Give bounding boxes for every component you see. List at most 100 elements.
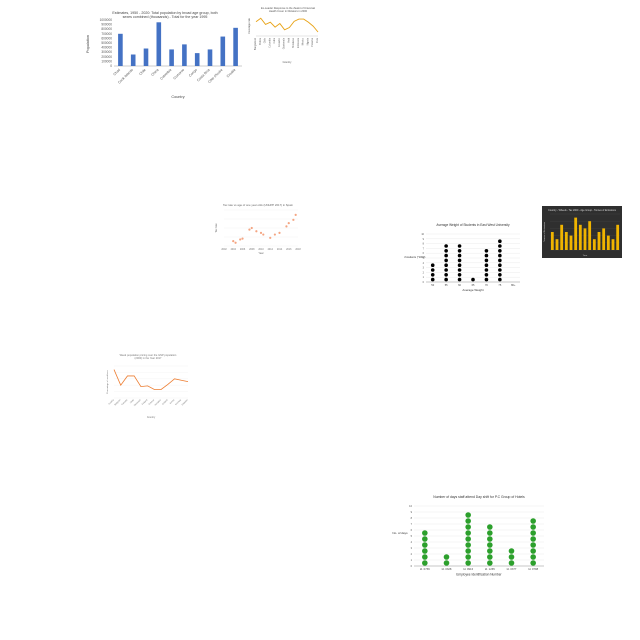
bar xyxy=(560,224,564,250)
y-tick-label: 300000 xyxy=(101,50,112,54)
y-tick-label: 0 xyxy=(423,281,425,284)
x-tick-label: 2014 xyxy=(277,248,283,251)
scatter-point xyxy=(248,228,251,231)
y-tick-label: 200000 xyxy=(101,55,112,59)
y-axis-title: Percentage of workforce xyxy=(106,369,109,393)
dot xyxy=(487,560,493,566)
dot xyxy=(444,273,448,277)
scatter-point xyxy=(232,239,235,243)
y-axis-title: No. of days xyxy=(392,531,408,535)
y-axis-title: Population xyxy=(86,35,90,53)
scatter-point xyxy=(241,237,244,240)
dot xyxy=(457,268,462,272)
dot xyxy=(422,560,428,566)
x-tick-label: Finland xyxy=(142,399,149,406)
chart-title: Number of days staff attend Day shift fo… xyxy=(433,495,525,499)
y-tick-label: 4 xyxy=(423,262,425,265)
y-tick-label: 9 xyxy=(411,510,413,514)
scatter-point xyxy=(234,241,237,244)
scatter-point xyxy=(292,218,295,221)
bar xyxy=(597,232,601,250)
chart-coverage-line: Ex-Leader Response to the Zealot of Univ… xyxy=(246,6,322,66)
dot xyxy=(430,273,435,277)
dot xyxy=(443,554,450,560)
y-tick-label: 6 xyxy=(411,528,413,532)
scatter-point xyxy=(285,225,288,228)
y-axis-title: Tonnes of Emissions xyxy=(544,221,546,242)
bar xyxy=(220,36,226,66)
x-axis-title: Country xyxy=(171,95,184,99)
x-axis-title: Year xyxy=(258,251,263,255)
x-tick-label: Id. 1265 xyxy=(485,567,495,571)
x-tick-label: 2008 xyxy=(249,248,255,251)
x-tick-label: Haiti xyxy=(287,38,290,43)
y-tick-label: 10 xyxy=(409,504,412,508)
y-tick-label: 4 xyxy=(411,540,413,544)
bar xyxy=(194,53,200,66)
bar xyxy=(207,49,213,66)
series-line xyxy=(255,17,319,33)
x-tick-label: Honduras xyxy=(292,37,295,48)
chart-background xyxy=(542,206,622,258)
x-axis-title: Employee Identification Number xyxy=(456,572,502,576)
chart-title: Average Weight of Students in East West … xyxy=(436,223,510,227)
dot xyxy=(498,263,502,267)
chart-title: Country - Wheels - Tax 2000 - Age Group … xyxy=(548,209,617,212)
y-axis-title: Tax rate xyxy=(214,223,218,233)
x-tick-label: 2002 xyxy=(221,248,227,251)
bar xyxy=(574,217,578,250)
dot xyxy=(465,530,471,536)
y-tick-label: 7 xyxy=(411,522,413,526)
dot xyxy=(444,268,448,272)
dot xyxy=(444,258,448,263)
scatter-point xyxy=(294,213,297,217)
x-tick-label: 80+ xyxy=(511,283,516,287)
chart-title: Week population pricing over the GNP pop… xyxy=(120,353,177,360)
y-tick-label: 5 xyxy=(411,534,413,538)
x-tick-label: Id. 0916 xyxy=(463,567,473,571)
dot xyxy=(422,554,428,560)
y-tick-label: 2 xyxy=(423,271,425,274)
dot xyxy=(444,249,448,253)
dot xyxy=(430,277,435,282)
bar xyxy=(550,232,554,250)
dot xyxy=(484,258,489,263)
dot xyxy=(457,244,462,248)
dot xyxy=(530,530,536,536)
x-tick-label: Canada xyxy=(121,399,128,406)
x-tick-label: Bangladesh xyxy=(255,37,257,50)
chart-6-svg: Number of days staff attend Day shift fo… xyxy=(392,495,544,576)
dot xyxy=(422,542,428,548)
dot xyxy=(530,554,536,560)
dot xyxy=(422,548,428,554)
x-tick-label: Korea xyxy=(169,398,176,405)
dot xyxy=(457,273,462,277)
scatter-point xyxy=(255,230,258,233)
scatter-point xyxy=(262,233,265,236)
dot xyxy=(484,253,489,258)
dot xyxy=(443,560,450,566)
dot xyxy=(465,554,471,560)
x-tick-label: Greece xyxy=(148,398,156,406)
x-tick-label: Cuba xyxy=(274,37,276,43)
y-tick-label: 0 xyxy=(110,64,112,68)
dot xyxy=(508,554,515,560)
y-axis-title: Coverage rate xyxy=(248,17,251,33)
chart-title: Tax rate vs age of one year olds (UNHPP … xyxy=(223,203,293,207)
chart-title: Ex-Leader Response to the Zealot of Univ… xyxy=(261,6,315,13)
dot xyxy=(465,548,471,554)
bar xyxy=(592,239,596,250)
chart-4-svg: Country - Wheels - Tax 2000 - Age Group … xyxy=(542,206,622,258)
y-tick-label: 1 xyxy=(411,558,413,562)
dot xyxy=(422,536,428,542)
scatter-point xyxy=(278,231,281,235)
x-tick-label: 2018 xyxy=(295,248,301,251)
x-tick-label: 2016 xyxy=(286,248,292,251)
dot xyxy=(498,253,502,258)
y-tick-label: 2 xyxy=(411,552,413,556)
y-tick-label: 500000 xyxy=(101,41,112,45)
chart-title: Estimates, 1950 - 2020: Total population… xyxy=(112,11,217,19)
x-tick-label: Chile xyxy=(265,37,267,43)
scatter-point xyxy=(269,236,272,239)
x-tick-label: Indonesia xyxy=(298,37,300,48)
